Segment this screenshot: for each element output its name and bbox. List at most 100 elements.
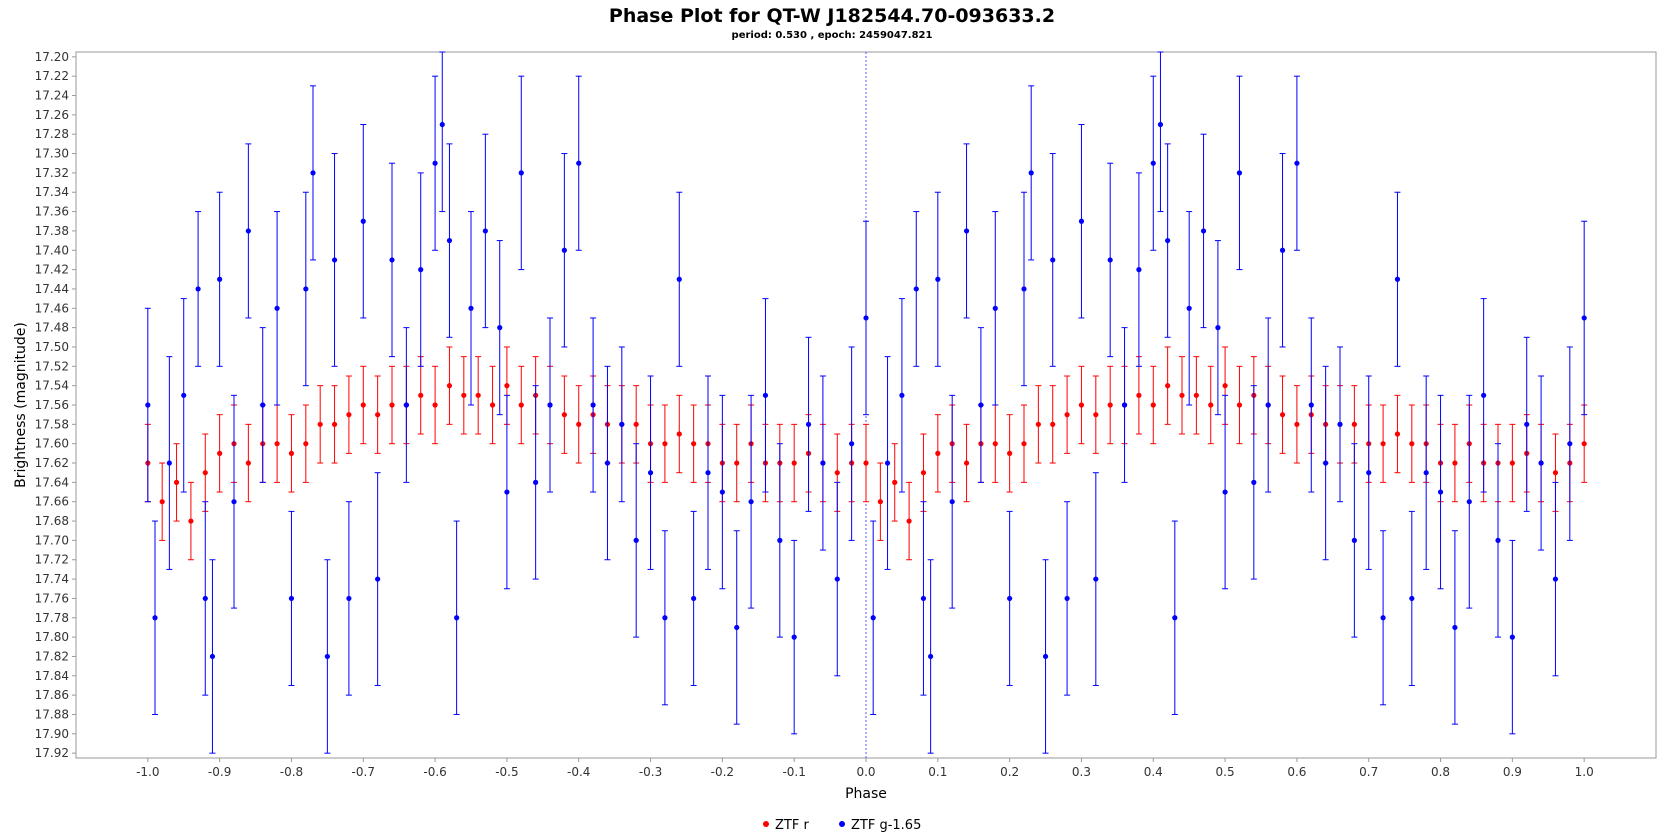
data-point [1251,479,1257,485]
data-point [1157,121,1164,128]
data-point [1380,441,1386,447]
data-point [920,470,927,476]
data-point [331,421,338,427]
x-tick-label: 0.5 [1216,765,1235,779]
data-point [418,392,424,398]
data-point [468,305,474,311]
data-point [561,412,567,418]
data-point [1150,402,1156,408]
data-point [963,460,970,466]
data-point [870,615,876,621]
chart-subtitle: period: 0.530 , epoch: 2459047.821 [732,30,933,41]
data-point [389,257,395,263]
data-point [1007,595,1013,602]
data-point [310,170,316,176]
data-point [719,489,725,495]
data-point [884,460,891,466]
data-point [360,218,366,224]
data-point [762,392,769,398]
x-tick-label: -0.4 [567,765,590,779]
data-point [1136,267,1142,273]
data-point [1021,286,1027,292]
data-point [1538,460,1544,466]
y-tick-label: 17.54 [35,379,69,393]
x-axis: -1.0 -0.9 -0.8 -0.7 -0.6 -0.5 -0.4 -0.3 -0.2 -0.1… [136,758,1594,779]
data-point [202,470,208,476]
x-axis-label: Phase [845,786,887,802]
data-point [1078,218,1085,224]
data-point [899,392,905,398]
x-tick-label: 0.2 [1000,765,1019,779]
data-point [1222,383,1228,389]
data-point [152,615,158,621]
data-point [446,383,453,389]
data-point [1552,470,1559,476]
y-tick-label: 17.76 [35,591,69,605]
y-tick-label: 17.38 [35,224,69,238]
chart-title: Phase Plot for QT-W J182544.70-093633.2 [609,5,1055,27]
data-point [1107,257,1113,263]
data-point [504,383,510,389]
x-tick-label: -0.7 [352,765,375,779]
x-tick-label: -1.0 [136,765,159,779]
y-tick-label: 17.70 [35,533,69,547]
data-point [1509,460,1515,466]
data-point [1179,392,1185,398]
y-tick-label: 17.82 [35,649,69,663]
data-point [303,286,309,292]
data-point [1050,257,1056,263]
y-tick-label: 17.28 [35,127,69,141]
data-point [1452,460,1458,466]
data-point [1567,441,1573,447]
x-tick-label: 1.0 [1575,765,1594,779]
data-point [518,402,524,408]
data-point [375,576,381,582]
data-point [1366,470,1372,476]
data-point [863,315,869,321]
y-tick-label: 17.26 [35,108,69,122]
data-point [1165,383,1171,389]
data-point [331,257,338,263]
data-point [1236,402,1243,408]
data-point [1107,402,1113,408]
series-layer [144,51,1588,754]
data-point [389,402,395,408]
data-point [346,412,352,418]
data-point [834,470,840,476]
data-point [1265,402,1271,408]
data-point [1050,421,1056,427]
x-tick-label: 0.4 [1144,765,1163,779]
data-point [188,518,194,524]
legend-label-ztf-r: ZTF r [775,818,809,833]
y-tick-label: 17.50 [35,340,69,354]
legend: ZTF r ZTF g-1.65 [763,818,921,833]
y-tick-label: 17.56 [35,398,69,412]
legend-marker-ztf-r [763,821,769,827]
data-point [518,170,524,176]
data-point [317,421,323,427]
data-point [963,228,970,234]
data-point [166,460,172,466]
data-point [1323,460,1329,466]
data-point [446,237,453,244]
data-point [202,595,208,602]
data-point [1064,412,1070,418]
data-point [475,392,481,398]
data-point [791,460,797,466]
data-point [892,479,898,485]
data-point [920,595,927,602]
data-point [1042,653,1049,660]
data-point [590,402,596,408]
data-point [877,499,883,505]
data-point [274,305,280,311]
data-point [1394,276,1401,282]
data-point [288,595,295,602]
y-tick-label: 17.88 [35,707,69,721]
data-point [1466,499,1472,505]
y-tick-label: 17.48 [35,321,69,335]
data-point [195,286,201,292]
data-point [748,499,754,505]
data-point [834,576,840,582]
data-point [403,402,409,408]
